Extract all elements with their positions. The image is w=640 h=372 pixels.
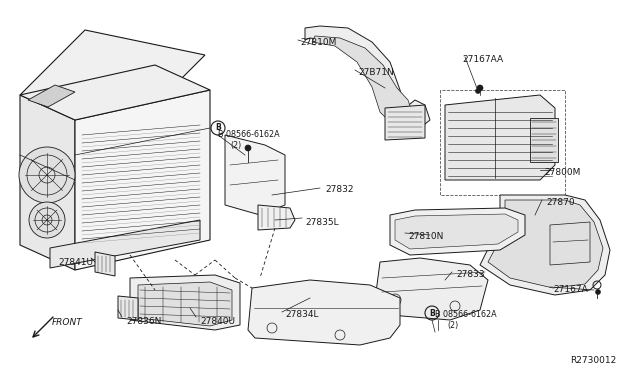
Polygon shape: [118, 296, 138, 320]
Circle shape: [477, 85, 483, 91]
Polygon shape: [130, 275, 240, 330]
Polygon shape: [530, 118, 558, 162]
Polygon shape: [50, 220, 200, 268]
Polygon shape: [395, 214, 518, 249]
Polygon shape: [375, 258, 488, 320]
Text: 27B71N: 27B71N: [358, 68, 394, 77]
Text: B: B: [215, 124, 221, 132]
Polygon shape: [95, 252, 115, 276]
Text: 27810M: 27810M: [300, 38, 337, 47]
Circle shape: [245, 145, 251, 151]
Text: 27835L: 27835L: [305, 218, 339, 227]
Polygon shape: [248, 280, 400, 345]
Text: FRONT: FRONT: [52, 318, 83, 327]
Text: (2): (2): [230, 141, 241, 150]
Text: 27836N: 27836N: [126, 317, 161, 326]
Text: B: B: [429, 308, 435, 317]
Text: B 08566-6162A: B 08566-6162A: [218, 130, 280, 139]
Text: (2): (2): [447, 321, 458, 330]
Polygon shape: [20, 65, 210, 120]
Text: 27841U: 27841U: [58, 258, 93, 267]
Polygon shape: [390, 208, 525, 255]
Polygon shape: [28, 85, 75, 107]
Text: 27870: 27870: [546, 198, 575, 207]
Polygon shape: [75, 90, 210, 270]
Text: 27834L: 27834L: [285, 310, 319, 319]
Circle shape: [595, 289, 600, 295]
Polygon shape: [385, 105, 425, 140]
Polygon shape: [305, 26, 430, 130]
Text: 27832: 27832: [325, 185, 353, 194]
Text: 27800M: 27800M: [544, 168, 580, 177]
Text: 27840U: 27840U: [200, 317, 235, 326]
Circle shape: [19, 147, 75, 203]
Polygon shape: [488, 200, 603, 288]
Text: R2730012: R2730012: [570, 356, 616, 365]
Polygon shape: [258, 205, 295, 230]
Polygon shape: [225, 135, 285, 215]
Polygon shape: [138, 282, 232, 326]
Text: 27833: 27833: [456, 270, 484, 279]
Text: 27167A: 27167A: [553, 285, 588, 294]
Text: B 08566-6162A: B 08566-6162A: [435, 310, 497, 319]
Text: 27810N: 27810N: [408, 232, 444, 241]
Polygon shape: [20, 95, 75, 270]
Polygon shape: [312, 36, 413, 125]
Circle shape: [29, 202, 65, 238]
Text: 27167AA: 27167AA: [462, 55, 503, 64]
Polygon shape: [445, 95, 555, 180]
Circle shape: [476, 89, 481, 93]
Polygon shape: [20, 30, 205, 120]
Polygon shape: [480, 195, 610, 295]
